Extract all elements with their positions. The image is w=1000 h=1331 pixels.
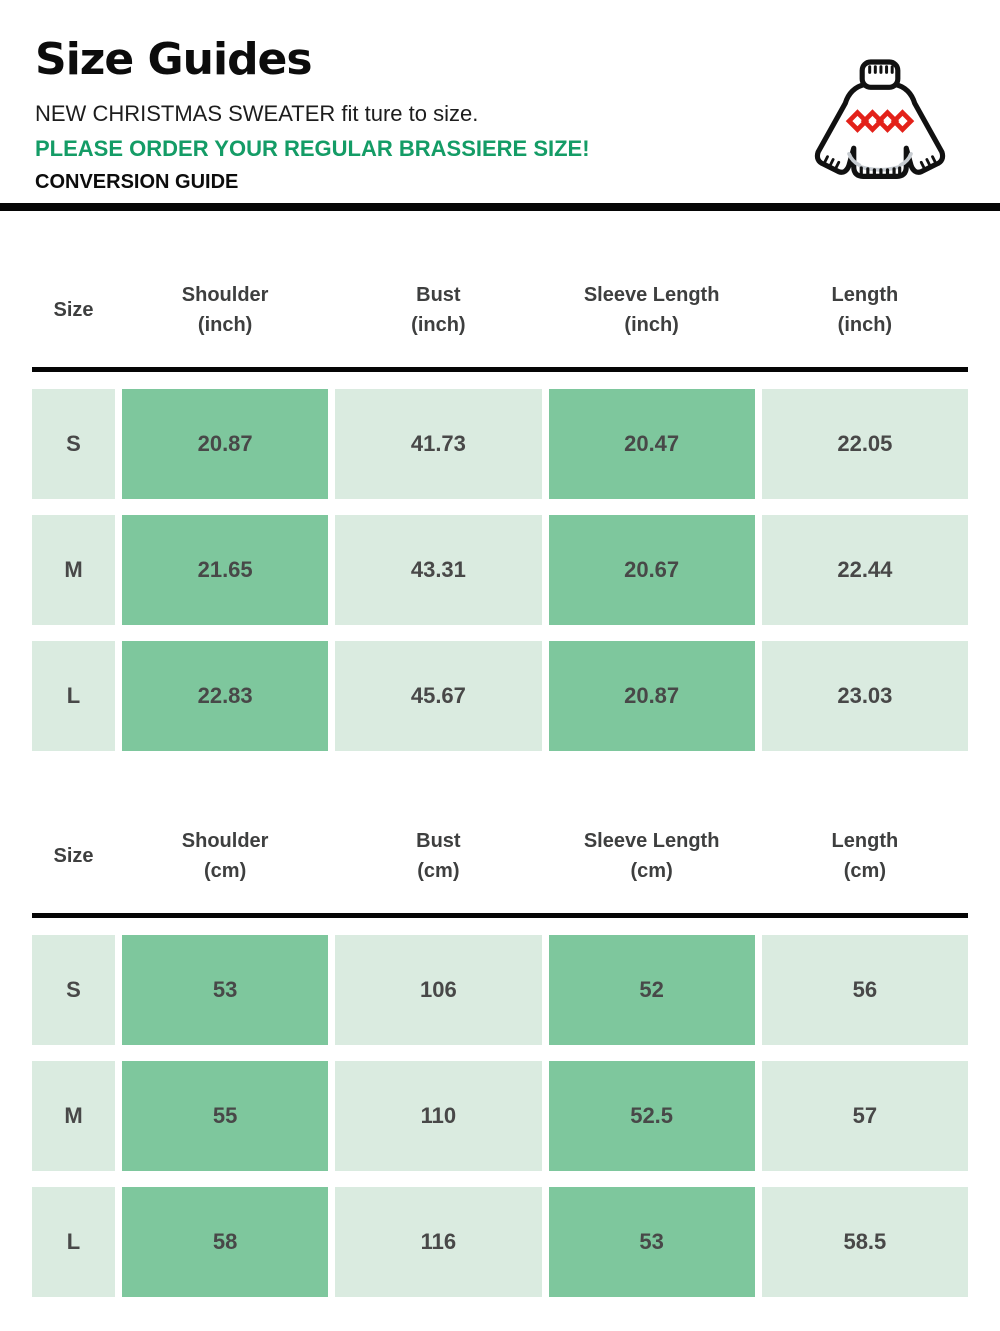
col-header-length: Length (inch)	[831, 283, 899, 336]
size-table-inch: Size Shoulder (inch) Bust (inch) Sleeve …	[32, 252, 968, 767]
cell-size: M	[32, 515, 115, 625]
page-title: Size Guides	[35, 34, 313, 85]
table-header-rule	[32, 367, 968, 372]
christmas-sweater-icon	[805, 56, 955, 188]
size-table-cm: Size Shoulder (cm) Bust (cm) Sleeve Leng…	[32, 798, 968, 1313]
cell-shoulder: 55	[122, 1061, 329, 1171]
cell-bust: 110	[335, 1061, 542, 1171]
cell-sleeve: 53	[548, 1187, 755, 1297]
cell-sleeve: 20.67	[548, 515, 755, 625]
col-header-length: Length (cm)	[831, 829, 899, 882]
cell-size: S	[32, 389, 115, 499]
cell-sleeve: 52	[548, 935, 755, 1045]
col-header-bust: Bust (cm)	[416, 829, 461, 882]
cell-sleeve: 52.5	[548, 1061, 755, 1171]
cell-shoulder: 21.65	[122, 515, 329, 625]
cell-bust: 41.73	[335, 389, 542, 499]
conversion-guide-label: CONVERSION GUIDE	[35, 171, 239, 193]
cell-shoulder: 58	[122, 1187, 329, 1297]
table-row-l-cm: L 58 116 53 58.5	[32, 1187, 968, 1297]
table-row-s-cm: S 53 106 52 56	[32, 935, 968, 1045]
col-header-size: Size	[53, 298, 94, 321]
table-row-m-inch: M 21.65 43.31 20.67 22.44	[32, 515, 968, 625]
cell-sleeve: 20.47	[548, 389, 755, 499]
cell-bust: 43.31	[335, 515, 542, 625]
table-header-row: Size Shoulder (cm) Bust (cm) Sleeve Leng…	[32, 798, 968, 913]
cell-size: L	[32, 1187, 115, 1297]
cell-size: S	[32, 935, 115, 1045]
col-header-size: Size	[53, 844, 94, 867]
col-header-shoulder: Shoulder (cm)	[181, 829, 269, 882]
table-row-m-cm: M 55 110 52.5 57	[32, 1061, 968, 1171]
col-header-sleeve-length: Sleeve Length (cm)	[583, 829, 720, 882]
order-notice: PLEASE ORDER YOUR REGULAR BRASSIERE SIZE…	[35, 136, 590, 161]
cell-length: 23.03	[761, 641, 968, 751]
table-header-rule	[32, 913, 968, 918]
cell-shoulder: 22.83	[122, 641, 329, 751]
table-row-l-inch: L 22.83 45.67 20.87 23.03	[32, 641, 968, 751]
cell-bust: 45.67	[335, 641, 542, 751]
cell-sleeve: 20.87	[548, 641, 755, 751]
header-divider	[0, 203, 1000, 211]
cell-length: 57	[761, 1061, 968, 1171]
cell-size: L	[32, 641, 115, 751]
fit-note: NEW CHRISTMAS SWEATER fit ture to size.	[35, 101, 479, 126]
cell-bust: 106	[335, 935, 542, 1045]
cell-bust: 116	[335, 1187, 542, 1297]
cell-shoulder: 53	[122, 935, 329, 1045]
table-header-row: Size Shoulder (inch) Bust (inch) Sleeve …	[32, 252, 968, 367]
col-header-sleeve-length: Sleeve Length (inch)	[583, 283, 720, 336]
cell-length: 22.05	[761, 389, 968, 499]
cell-length: 58.5	[761, 1187, 968, 1297]
cell-size: M	[32, 1061, 115, 1171]
cell-length: 22.44	[761, 515, 968, 625]
cell-shoulder: 20.87	[122, 389, 329, 499]
col-header-shoulder: Shoulder (inch)	[181, 283, 269, 336]
cell-length: 56	[761, 935, 968, 1045]
col-header-bust: Bust (inch)	[411, 283, 466, 336]
table-row-s-inch: S 20.87 41.73 20.47 22.05	[32, 389, 968, 499]
header-block: Size Guides NEW CHRISTMAS SWEATER fit tu…	[35, 34, 795, 194]
